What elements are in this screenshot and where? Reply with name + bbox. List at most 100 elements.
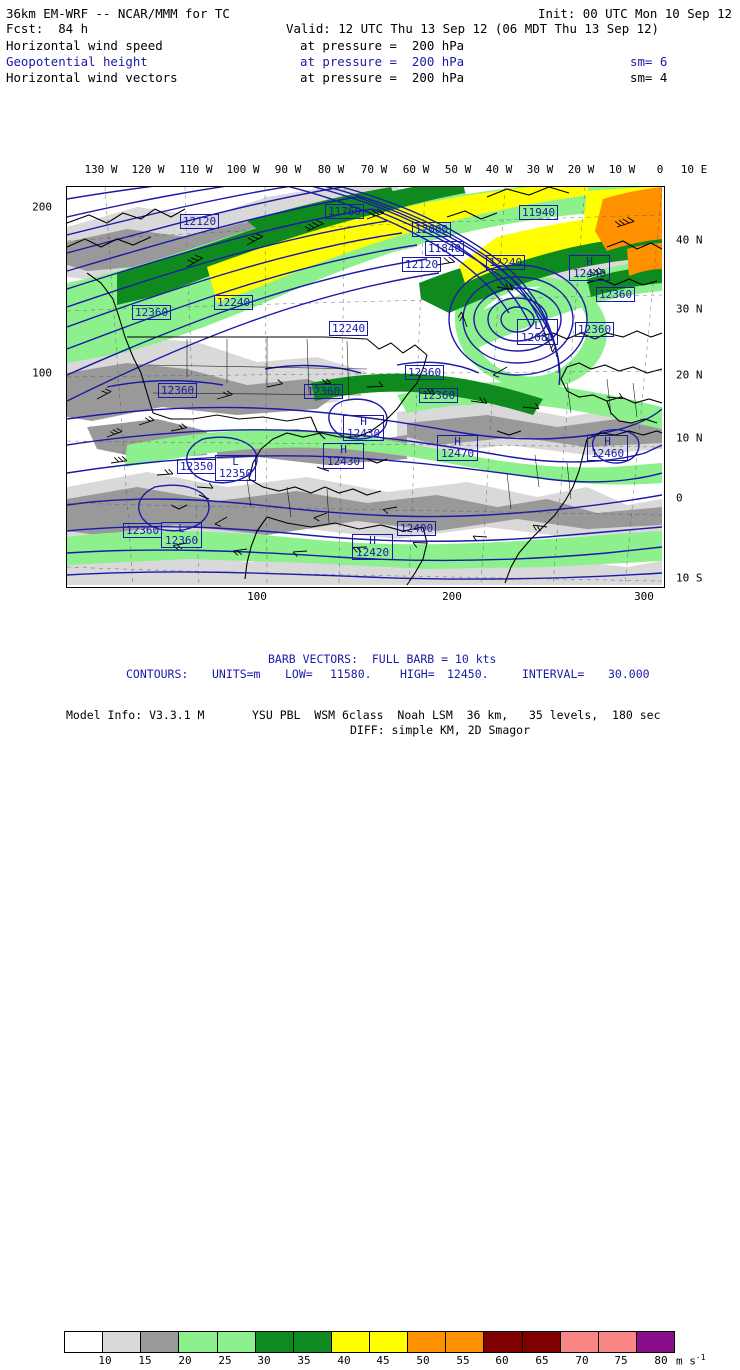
valid-time: Valid: 12 UTC Thu 13 Sep 12 (06 MDT Thu … <box>286 21 659 36</box>
low-pressure-center: L 12080 <box>517 319 559 345</box>
pressure-center-value: 12430 <box>327 455 361 468</box>
colorbar-tick: 75 <box>614 1354 628 1367</box>
colorbar-swatch <box>331 1332 370 1352</box>
contour-high-label: HIGH= <box>400 667 435 681</box>
high-pressure-center: H 12440 <box>569 255 611 281</box>
longitude-tick: 80 W <box>317 163 345 176</box>
longitude-tick: 60 W <box>402 163 430 176</box>
contour-height-label: 12360 <box>419 388 459 403</box>
pressure-center-symbol: H <box>369 534 376 547</box>
colorbar-swatch <box>65 1332 104 1352</box>
colorbar-swatch <box>255 1332 294 1352</box>
latitude-tick: 30 N <box>676 302 703 316</box>
pressure-center-value: 12350 <box>219 467 253 480</box>
longitude-tick: 20 W <box>567 163 595 176</box>
high-pressure-center: H 12420 <box>352 534 394 560</box>
longitude-tick: 70 W <box>360 163 388 176</box>
contour-high-value: 12450. <box>447 667 489 681</box>
physics-info-line: YSU PBL WSM 6class Noah LSM 36 km, 35 le… <box>252 708 661 722</box>
contour-height-label: 12120 <box>402 257 442 272</box>
colorbar-tick: 65 <box>535 1354 549 1367</box>
longitude-tick: 10 W <box>608 163 636 176</box>
contour-height-label: 12120 <box>180 214 220 229</box>
latitude-tick: 0 <box>676 491 683 505</box>
colorbar-tick: 70 <box>575 1354 589 1367</box>
field-vectors-smoothing: sm= 4 <box>630 70 668 85</box>
contour-height-label: 11760 <box>325 204 365 219</box>
contour-height-label: 12000 <box>412 222 452 237</box>
latitude-tick: 10 N <box>676 431 703 445</box>
longitude-tick: 110 W <box>179 163 213 176</box>
colorbar-swatch <box>179 1332 218 1352</box>
pressure-center-value: 12440 <box>573 267 607 280</box>
wind-speed-colorbar <box>64 1331 675 1353</box>
contour-height-label: 12360 <box>596 287 636 302</box>
longitude-tick: 40 W <box>485 163 513 176</box>
colorbar-tick: 30 <box>257 1354 271 1367</box>
colorbar-swatch <box>293 1332 332 1352</box>
contour-height-label: 12240 <box>214 295 254 310</box>
colorbar-swatch <box>370 1332 409 1352</box>
pressure-center-symbol: L <box>232 455 239 468</box>
colorbar-tick: 60 <box>495 1354 509 1367</box>
contour-height-label: 12360 <box>575 322 615 337</box>
colorbar-swatch <box>141 1332 180 1352</box>
high-pressure-center: H 12460 <box>587 435 629 461</box>
contour-height-label: 12360 <box>304 384 344 399</box>
colorbar-swatch <box>598 1332 637 1352</box>
colorbar-tick: 40 <box>337 1354 351 1367</box>
contour-interval-value: 30.000 <box>608 667 650 681</box>
high-pressure-center: H 12430 <box>343 415 385 441</box>
contour-height-label: 12240 <box>329 321 369 336</box>
y-grid-tick: 100 <box>32 366 52 380</box>
diffusion-info-line: DIFF: simple KM, 2D Smagor <box>350 723 531 737</box>
longitude-tick: 50 W <box>444 163 472 176</box>
longitude-tick: 120 W <box>131 163 165 176</box>
contour-height-label: 12360 <box>123 523 163 538</box>
y-grid-tick: 200 <box>32 200 52 214</box>
pressure-center-symbol: L <box>534 319 541 332</box>
model-info-line: Model Info: V3.3.1 M <box>66 708 205 722</box>
colorbar-swatch <box>446 1332 485 1352</box>
high-pressure-center: H 12430 <box>323 443 365 469</box>
pressure-center-symbol: H <box>360 415 367 428</box>
high-pressure-center: H 12470 <box>437 435 479 461</box>
units-label: UNITS=m <box>212 667 261 681</box>
low-pressure-center: L 12350 <box>215 455 257 481</box>
pressure-center-symbol: H <box>340 443 347 456</box>
colorbar-tick: 20 <box>178 1354 192 1367</box>
model-title: 36km EM-WRF -- NCAR/MMM for TC <box>6 6 230 21</box>
contour-height-label: 12360 <box>405 365 445 380</box>
contour-height-label: 12360 <box>132 305 172 320</box>
colorbar-swatch <box>103 1332 142 1352</box>
field-height-smoothing: sm= 6 <box>630 54 668 69</box>
latitude-tick: 10 S <box>676 571 703 585</box>
contour-low-value: 11580. <box>330 667 372 681</box>
colorbar-tick: 55 <box>456 1354 470 1367</box>
forecast-map[interactable]: 11760 11840 11940 12000 12120 12120 12240 12240… <box>66 186 665 588</box>
field-vectors-label: Horizontal wind vectors <box>6 70 178 85</box>
x-grid-tick: 100 <box>247 590 267 603</box>
colorbar-tick: 50 <box>416 1354 430 1367</box>
chart-legend: BARB VECTORS: FULL BARB = 10 kts CONTOUR… <box>0 652 740 1368</box>
contour-height-label: 12400 <box>397 521 437 536</box>
field-vectors-level: at pressure = 200 hPa <box>300 70 465 85</box>
contour-height-label: 12240 <box>486 255 526 270</box>
x-grid-tick: 300 <box>634 590 654 603</box>
colorbar-tick: 25 <box>218 1354 232 1367</box>
longitude-tick: 100 W <box>226 163 260 176</box>
colorbar-tick-labels: 10 15 20 25 30 35 40 45 50 55 60 65 70 75 80 <box>0 1354 740 1370</box>
pressure-center-value: 12360 <box>165 534 199 547</box>
colorbar-tick: 15 <box>138 1354 152 1367</box>
map-graphic <box>67 187 662 585</box>
latitude-tick: 20 N <box>676 368 703 382</box>
longitude-tick: 130 W <box>84 163 118 176</box>
contour-height-label: 12360 <box>158 383 198 398</box>
pressure-center-value: 12460 <box>591 447 625 460</box>
pressure-center-symbol: H <box>586 255 593 268</box>
forecast-hour: Fcst: 84 h <box>6 21 89 36</box>
latitude-tick: 40 N <box>676 233 703 247</box>
contour-height-label: 11840 <box>425 241 465 256</box>
colorbar-swatch <box>484 1332 523 1352</box>
colorbar-swatch <box>522 1332 561 1352</box>
